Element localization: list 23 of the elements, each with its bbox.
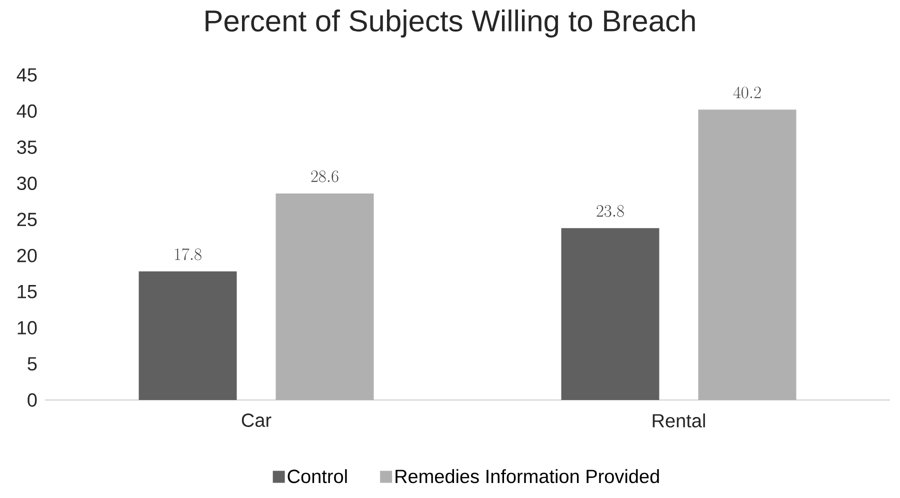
legend-label: Remedies Information Provided bbox=[396, 469, 659, 484]
x-tick-label: Car bbox=[242, 414, 272, 427]
data-label: 23.8 bbox=[596, 205, 624, 217]
y-tick-label: 15 bbox=[18, 285, 37, 298]
chart-title: Percent of Subjects Willing to Breach bbox=[206, 10, 695, 38]
data-label: 40.2 bbox=[733, 86, 761, 98]
legend-label: Control bbox=[288, 469, 347, 484]
bar bbox=[276, 193, 374, 400]
y-tick-label: 20 bbox=[17, 248, 37, 262]
y-tick-label: 10 bbox=[18, 321, 37, 334]
bar bbox=[138, 271, 237, 400]
bar bbox=[561, 228, 660, 400]
y-tick-label: 25 bbox=[17, 212, 37, 226]
y-tick-label: 35 bbox=[17, 140, 37, 154]
x-tick-label: Rental bbox=[652, 414, 705, 428]
data-label: 28.6 bbox=[311, 170, 338, 182]
y-tick-label: 45 bbox=[16, 68, 37, 82]
y-tick-label: 0 bbox=[28, 393, 37, 407]
y-tick-label: 5 bbox=[28, 357, 37, 371]
y-tick-label: 40 bbox=[16, 104, 37, 118]
bar bbox=[698, 110, 796, 400]
data-label: 17.8 bbox=[175, 248, 202, 260]
y-tick-label: 30 bbox=[17, 176, 37, 190]
